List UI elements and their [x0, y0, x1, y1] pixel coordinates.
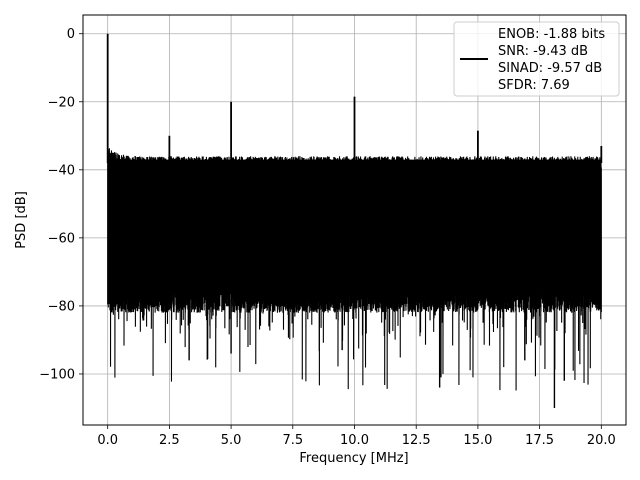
x-tick-label: 12.5: [402, 433, 431, 448]
x-tick-label: 20.0: [587, 433, 616, 448]
legend-box: [453, 21, 620, 97]
x-tick-label: 2.5: [159, 433, 180, 448]
x-axis-label: Frequency [MHz]: [299, 451, 408, 466]
y-tick-label: −20: [48, 95, 75, 110]
legend-entry-snr: SNR: -9.43 dB: [498, 44, 588, 59]
x-axis-ticks: 0.0 2.5 5.0 7.5 10.0 12.5 15.0 17.5 20.0: [97, 425, 616, 448]
plot-data: [106, 33, 603, 408]
y-tick-label: 0: [67, 27, 75, 42]
x-tick-label: 10.0: [340, 433, 369, 448]
legend-entry-enob: ENOB: -1.88 bits: [498, 27, 605, 42]
x-tick-label: 0.0: [97, 433, 118, 448]
y-tick-label: −60: [48, 231, 75, 246]
y-tick-label: −40: [48, 163, 75, 178]
legend: ENOB: -1.88 bits SNR: -9.43 dB SINAD: -9…: [453, 21, 620, 97]
x-tick-label: 7.5: [282, 433, 303, 448]
legend-entry-sfdr: SFDR: 7.69: [498, 78, 570, 93]
x-tick-label: 5.0: [221, 433, 242, 448]
psd-noise-band: [107, 159, 602, 279]
y-axis-label: PSD [dB]: [14, 191, 29, 249]
x-tick-label: 15.0: [463, 433, 492, 448]
legend-entry-sinad: SINAD: -9.57 dB: [498, 61, 602, 76]
y-tick-label: −100: [39, 367, 75, 382]
x-tick-label: 17.5: [525, 433, 554, 448]
y-tick-label: −80: [48, 299, 75, 314]
y-axis-ticks: 0 −20 −40 −60 −80 −100: [39, 27, 83, 382]
